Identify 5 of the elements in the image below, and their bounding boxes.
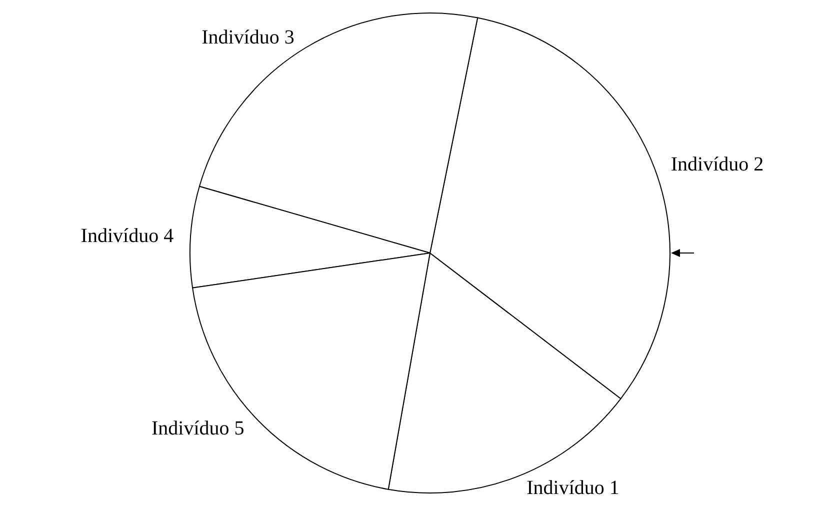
slice-label: Indivíduo 4 (80, 224, 174, 247)
slice-label: Indivíduo 3 (202, 26, 294, 48)
slice-label: Indivíduo 5 (151, 418, 244, 440)
slice-label: Indivíduo 1 (526, 476, 620, 499)
slice-label: Indivíduo 2 (670, 153, 764, 176)
